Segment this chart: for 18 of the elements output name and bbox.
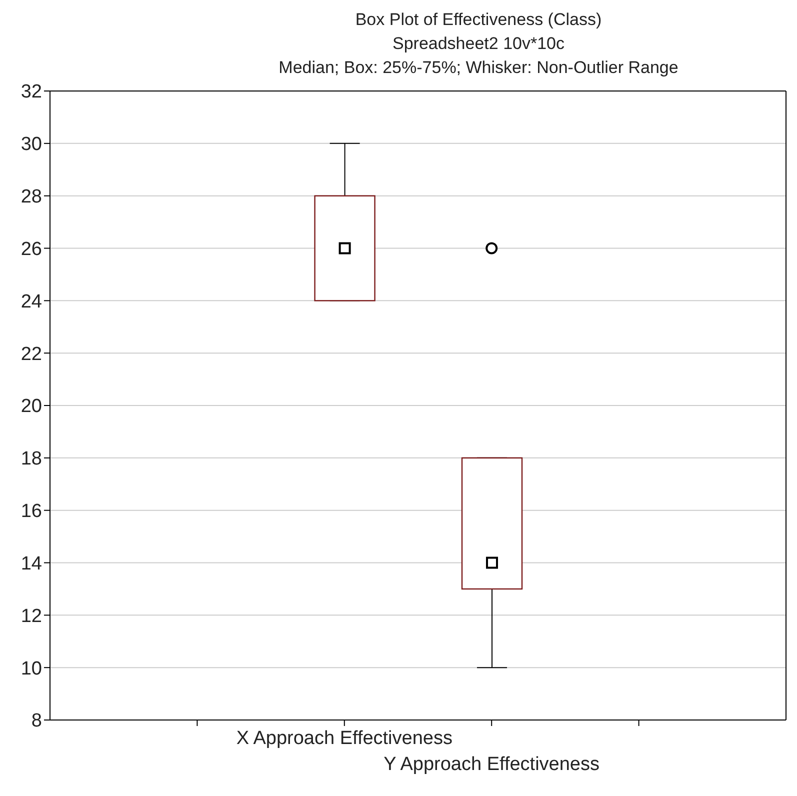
y-tick-label: 24: [20, 291, 42, 312]
text: Median; Box: 25%-75%; Whisker: Non-Outlier Range: [278, 57, 680, 79]
chart-title: Box Plot of Effectiveness (Class): [354, 9, 603, 31]
y-tick-label: 30: [20, 134, 42, 156]
y-tick-label: 14: [20, 553, 42, 574]
y-tick-label: 8: [31, 710, 42, 732]
y-tick-label: 18: [20, 448, 42, 470]
x-tick-label: X Approach Effectiveness: [236, 728, 452, 749]
y-tick-label: 26: [20, 238, 42, 260]
x-tick-label: Y Approach Effectiveness: [384, 754, 600, 775]
y-tick-label: 16: [20, 501, 42, 522]
y-tick-label: 32: [20, 82, 42, 103]
y-tick-label: 12: [20, 606, 42, 627]
y-tick-label: 28: [20, 186, 42, 208]
y-tick-label: 10: [20, 658, 42, 680]
y-tick-label: 22: [20, 344, 42, 365]
y-tick-label: 20: [20, 396, 42, 418]
chart-subtitle: Spreadsheet2 10v*10c: [391, 33, 566, 55]
